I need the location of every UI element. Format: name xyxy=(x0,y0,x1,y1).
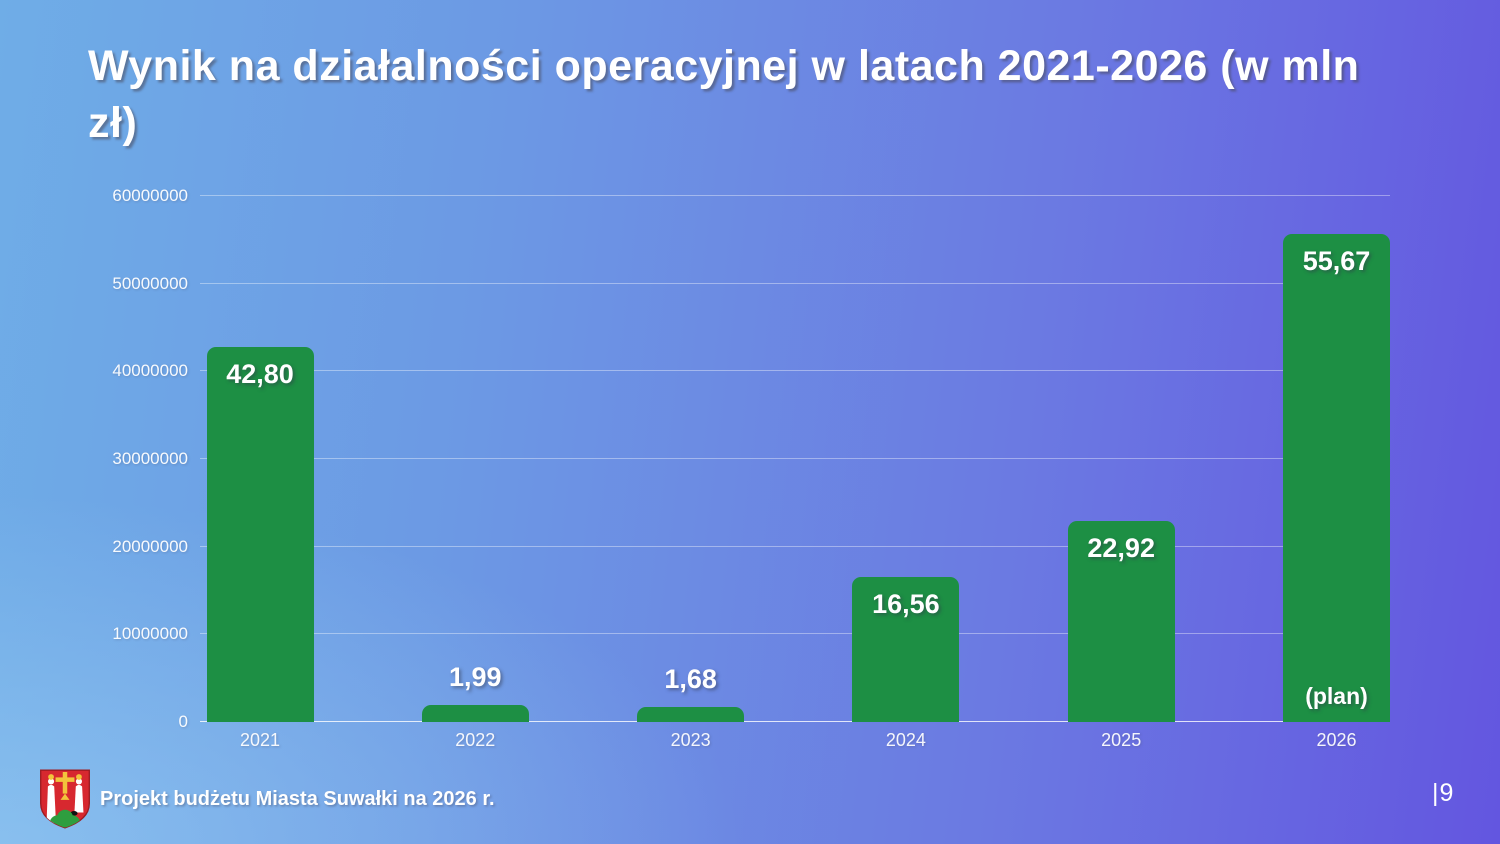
bar-value-label: 1,68 xyxy=(664,664,717,695)
gridline xyxy=(200,545,1390,547)
y-tick-label: 20000000 xyxy=(112,536,188,556)
y-tick-label: 10000000 xyxy=(112,624,188,644)
x-tick-label: 2023 xyxy=(670,730,711,750)
bar-2021 xyxy=(206,346,314,722)
bar-2022 xyxy=(421,704,529,722)
slide-title: Wynik na działalności operacyjnej w lata… xyxy=(88,42,1360,147)
bar-chart: 0 10000000 20000000 30000000 40000000 5000000… xyxy=(112,186,1390,750)
bar-2026 xyxy=(1283,233,1390,722)
y-tick-label: 0 xyxy=(178,712,188,731)
bar-value-label: 1,99 xyxy=(449,661,502,692)
chart-plot: 0 10000000 20000000 30000000 40000000 5000000… xyxy=(112,186,1390,750)
gridline xyxy=(200,370,1390,372)
x-tick-label: 2024 xyxy=(885,730,926,750)
y-tick-label: 60000000 xyxy=(112,186,188,205)
bar-value-label: 22,92 xyxy=(1087,533,1155,564)
bar-annotation: (plan) xyxy=(1305,683,1368,709)
y-tick-label: 50000000 xyxy=(112,273,188,293)
gridline xyxy=(200,282,1390,284)
y-tick-label: 30000000 xyxy=(112,449,188,468)
bar-2023 xyxy=(637,707,745,722)
gridline xyxy=(200,633,1390,635)
page-number: |9 xyxy=(1432,779,1455,807)
bar-2025 xyxy=(1067,521,1175,722)
y-tick-label: 40000000 xyxy=(112,361,188,381)
x-tick-label: 2021 xyxy=(239,730,281,750)
gridline xyxy=(200,458,1390,459)
bar-value-label: 55,67 xyxy=(1302,245,1371,276)
x-tick-label: 2022 xyxy=(455,730,496,750)
suwalki-coat-of-arms-icon xyxy=(40,769,90,829)
gridline xyxy=(200,195,1390,196)
bar-value-label: 42,80 xyxy=(226,358,294,389)
x-tick-label: 2025 xyxy=(1101,730,1142,750)
bar-value-label: 16,56 xyxy=(872,588,940,619)
footer-text: Projekt budżetu Miasta Suwałki na 2026 r… xyxy=(100,788,495,810)
x-tick-label: 2026 xyxy=(1316,730,1357,750)
x-axis-line xyxy=(200,721,1390,722)
bar-2024 xyxy=(852,576,960,722)
